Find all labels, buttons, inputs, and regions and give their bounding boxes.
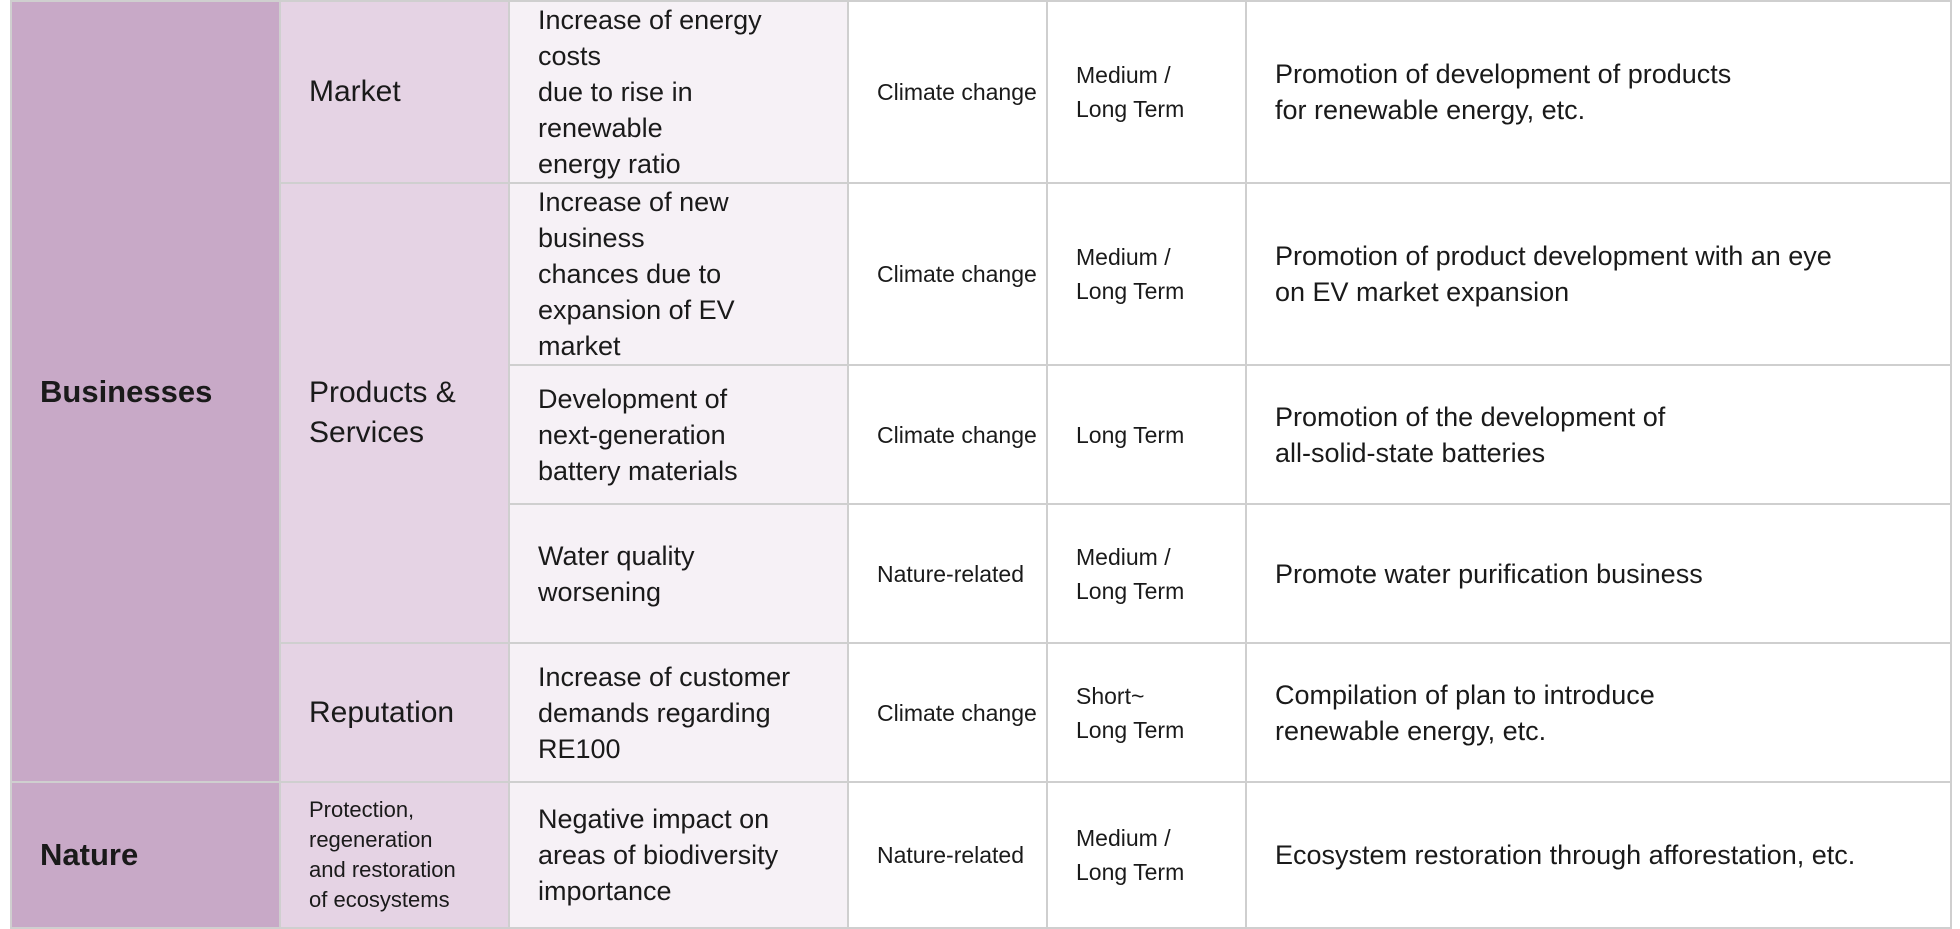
response-cell: Promotion of product development with an… bbox=[1245, 182, 1952, 366]
table-row: Development of next-generation battery m… bbox=[11, 364, 1952, 505]
risk-cell: Negative impact on areas of biodiversity… bbox=[508, 781, 849, 929]
term-cell: Medium / Long Term bbox=[1046, 0, 1247, 184]
table-row: Nature Protection, regeneration and rest… bbox=[10, 781, 1952, 929]
subcategory-products-services: Products & Services bbox=[279, 182, 510, 644]
risk-cell: Development of next-generation battery m… bbox=[508, 364, 849, 505]
type-text: Nature-related bbox=[877, 560, 1025, 587]
response-text: Promotion of development of products for… bbox=[1275, 59, 1732, 125]
term-text: Short~ Long Term bbox=[1076, 682, 1185, 743]
type-cell: Climate change bbox=[847, 642, 1048, 783]
term-cell: Medium / Long Term bbox=[1046, 503, 1247, 644]
category-nature: Nature bbox=[10, 781, 281, 929]
table-row: Businesses Market Increase of energy cos… bbox=[10, 0, 1952, 783]
term-text: Medium / Long Term bbox=[1076, 543, 1185, 604]
subcategory-label: Protection, regeneration and restoration… bbox=[309, 797, 456, 912]
risk-cell: Increase of customer demands regarding R… bbox=[508, 642, 849, 783]
type-cell: Climate change bbox=[847, 182, 1048, 366]
response-cell: Promote water purification business bbox=[1245, 503, 1952, 644]
response-cell: Compilation of plan to introduce renewab… bbox=[1245, 642, 1952, 783]
table-row: Water quality worsening Nature-related M… bbox=[11, 503, 1952, 644]
type-cell: Climate change bbox=[847, 0, 1048, 184]
subcategory-label: Products & Services bbox=[309, 376, 456, 449]
risk-text: Negative impact on areas of biodiversity… bbox=[538, 804, 779, 906]
type-text: Nature-related bbox=[877, 842, 1025, 868]
response-text: Compilation of plan to introduce renewab… bbox=[1275, 679, 1655, 746]
type-cell: Nature-related bbox=[847, 503, 1048, 644]
category-label: Nature bbox=[40, 837, 139, 872]
type-text: Climate change bbox=[877, 699, 1037, 726]
term-cell: Long Term bbox=[1046, 364, 1247, 505]
risk-text: Development of next-generation battery m… bbox=[538, 383, 738, 486]
risk-text: Increase of new business chances due to … bbox=[538, 187, 735, 361]
response-cell: Promotion of development of products for… bbox=[1245, 0, 1952, 184]
term-text: Long Term bbox=[1076, 421, 1185, 448]
response-text: Promotion of product development with an… bbox=[1275, 241, 1832, 307]
risk-text: Increase of energy costs due to rise in … bbox=[538, 5, 762, 179]
term-text: Medium / Long Term bbox=[1076, 244, 1185, 304]
response-cell: Promotion of the development of all-soli… bbox=[1245, 364, 1952, 505]
subcategory-label: Market bbox=[309, 75, 401, 108]
response-text: Promote water purification business bbox=[1275, 558, 1703, 589]
term-text: Medium / Long Term bbox=[1076, 825, 1185, 885]
risk-cell: Water quality worsening bbox=[508, 503, 849, 644]
type-cell: Climate change bbox=[847, 364, 1048, 505]
risk-cell: Increase of new business chances due to … bbox=[508, 182, 849, 366]
response-text: Ecosystem restoration through afforestat… bbox=[1275, 840, 1856, 870]
table-row: Reputation Increase of customer demands … bbox=[11, 642, 1952, 783]
response-text: Promotion of the development of all-soli… bbox=[1275, 401, 1666, 468]
type-text: Climate change bbox=[877, 421, 1037, 448]
subcategory-reputation: Reputation bbox=[279, 642, 510, 783]
risk-text: Increase of customer demands regarding R… bbox=[538, 661, 791, 764]
term-text: Medium / Long Term bbox=[1076, 62, 1185, 122]
category-label: Businesses bbox=[40, 373, 213, 409]
subcategory-market: Market bbox=[279, 0, 510, 184]
risk-cell: Increase of energy costs due to rise in … bbox=[508, 0, 849, 184]
risk-opportunity-table-container: Businesses Market Increase of energy cos… bbox=[10, 0, 1952, 929]
risk-opportunity-table: Businesses Market Increase of energy cos… bbox=[10, 0, 1952, 929]
category-businesses: Businesses bbox=[10, 0, 281, 783]
term-cell: Medium / Long Term bbox=[1046, 781, 1247, 929]
type-text: Climate change bbox=[877, 79, 1037, 105]
type-text: Climate change bbox=[877, 261, 1037, 287]
term-cell: Short~ Long Term bbox=[1046, 642, 1247, 783]
response-cell: Ecosystem restoration through afforestat… bbox=[1245, 781, 1952, 929]
term-cell: Medium / Long Term bbox=[1046, 182, 1247, 366]
subcategory-label: Reputation bbox=[309, 695, 455, 729]
risk-text: Water quality worsening bbox=[538, 540, 695, 607]
table-row: Products & Services Increase of new busi… bbox=[11, 182, 1952, 644]
type-cell: Nature-related bbox=[847, 781, 1048, 929]
subcategory-ecosystems: Protection, regeneration and restoration… bbox=[279, 781, 510, 929]
